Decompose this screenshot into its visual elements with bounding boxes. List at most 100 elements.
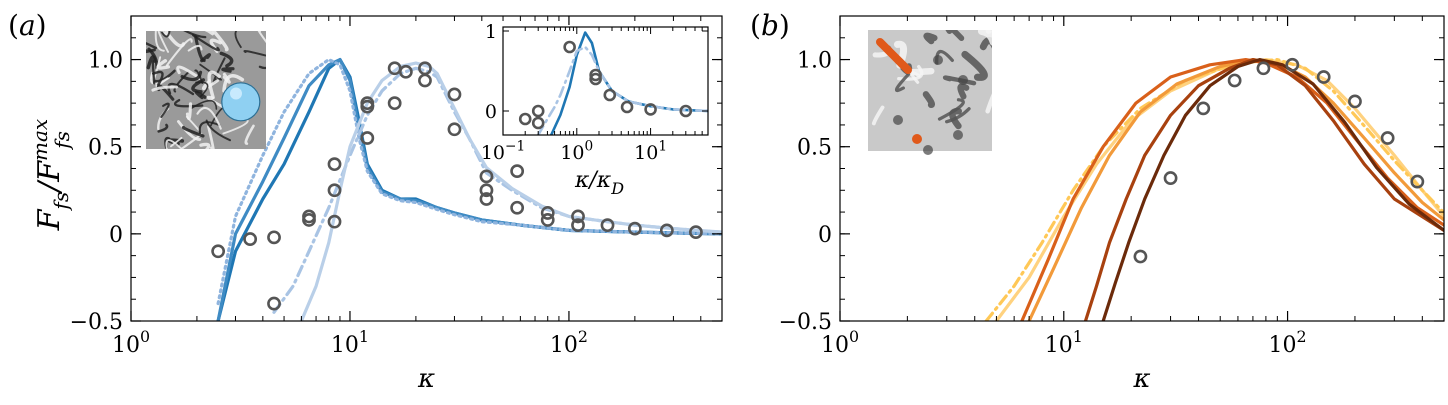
- rod-small-icon: [912, 134, 922, 144]
- series-line-1: [984, 57, 1444, 321]
- data-marker: [627, 221, 642, 236]
- data-marker: [531, 104, 545, 118]
- x-tick-label: 102: [550, 327, 588, 358]
- data-marker: [589, 68, 602, 82]
- flow-streak: [909, 70, 921, 84]
- flow-streak: [185, 102, 193, 121]
- flow-streak: [949, 107, 962, 130]
- data-marker: [267, 230, 281, 245]
- flow-streak: [176, 65, 202, 81]
- data-marker: [1285, 57, 1300, 72]
- data-marker: [447, 87, 462, 102]
- inset-y-tick-label: 1: [485, 21, 497, 43]
- data-marker: [327, 183, 342, 198]
- y-tick-label: 0.5: [88, 136, 123, 161]
- flow-streak: [211, 31, 229, 52]
- flow-streak: [198, 121, 221, 134]
- sphere-highlight: [230, 87, 242, 100]
- flow-streak: [219, 51, 234, 68]
- series-line-4: [1083, 57, 1444, 321]
- flow-streak: [942, 75, 977, 86]
- flow-streak: [923, 32, 938, 45]
- data-marker: [447, 122, 462, 137]
- x-axis-label: κ: [1132, 364, 1150, 394]
- series-line-2: [1027, 57, 1444, 321]
- panel-label: (b): [750, 9, 790, 42]
- data-marker: [689, 225, 703, 240]
- data-marker: [267, 296, 281, 311]
- flow-streak: [195, 81, 209, 98]
- y-tick-label: 0: [818, 223, 832, 248]
- y-tick-label: 0: [109, 223, 123, 248]
- flow-streak: [199, 142, 211, 149]
- data-marker: [479, 169, 494, 184]
- flow-streak: [222, 74, 245, 93]
- flow-streak: [945, 30, 965, 42]
- inset-x-axis-label: κ/κD: [574, 168, 624, 198]
- flow-streak: [985, 93, 992, 114]
- y-tick-label: 0.5: [797, 136, 832, 161]
- inset-x-tick-label: 101: [634, 138, 667, 164]
- flow-streak: [205, 119, 231, 142]
- flow-streak: [945, 107, 971, 124]
- inset-x-tick-label: 10−1: [481, 138, 525, 164]
- data-marker: [1256, 61, 1271, 76]
- panel-b: −0.5 0 0.5 1.0 100 101 102 κ (b): [750, 9, 1445, 394]
- flow-streak: [977, 30, 992, 46]
- flow-streak: [190, 99, 218, 110]
- series-line-0: [994, 57, 1444, 321]
- flow-streak: [146, 42, 158, 50]
- series-line-3: [1020, 57, 1444, 321]
- x-tick-label: 102: [1269, 327, 1307, 358]
- data-marker: [620, 100, 634, 114]
- flow-streak: [187, 44, 203, 52]
- flow-streak: [937, 98, 965, 121]
- x-tick-label: 100: [821, 327, 859, 358]
- flow-streak: [234, 31, 242, 49]
- data-marker: [1380, 131, 1395, 145]
- flow-streak: [204, 31, 215, 36]
- x-tick-label: 101: [331, 327, 369, 358]
- flow-streak: [207, 125, 215, 149]
- flow-streak: [157, 123, 169, 133]
- x-axis-label: κ: [417, 364, 435, 394]
- flow-streak: [221, 67, 235, 73]
- data-marker: [1163, 171, 1178, 185]
- data-marker: [540, 206, 555, 220]
- data-marker: [540, 213, 555, 227]
- data-marker: [589, 72, 602, 86]
- flow-streak: [170, 136, 183, 148]
- flow-streak: [871, 105, 885, 126]
- flow-streak: [165, 139, 183, 149]
- flow-streak: [157, 31, 170, 53]
- data-marker: [1348, 94, 1362, 109]
- y-tick-label: 1.0: [88, 49, 123, 74]
- inset-axes: 0 1 10−1 100 101 κ/κD: [481, 21, 710, 198]
- flow-streak: [154, 31, 165, 52]
- y-axis-label: Ffs/Fmaxfs: [28, 119, 74, 232]
- flow-streak: [894, 71, 912, 93]
- data-marker: [659, 223, 674, 238]
- flow-streak: [258, 65, 266, 70]
- data-marker: [1410, 174, 1425, 189]
- flow-streak: [181, 125, 205, 138]
- inset-x-tick-label: 100: [560, 138, 593, 164]
- flow-streak: [165, 38, 193, 67]
- data-marker: [418, 73, 432, 88]
- flow-streak: [257, 31, 266, 44]
- vortex-blob: [958, 75, 968, 85]
- data-marker: [1227, 73, 1242, 88]
- x-tick-label: 100: [112, 327, 150, 358]
- data-marker: [360, 96, 375, 111]
- rod-icon: [876, 38, 912, 74]
- data-marker: [398, 64, 413, 79]
- flow-streak: [161, 31, 171, 38]
- data-marker: [327, 214, 342, 229]
- data-marker: [1133, 249, 1148, 264]
- data-marker: [418, 61, 432, 76]
- panel-label: (a): [8, 9, 47, 42]
- data-marker: [243, 232, 258, 246]
- flow-streak: [151, 60, 156, 85]
- flow-streak: [146, 48, 156, 54]
